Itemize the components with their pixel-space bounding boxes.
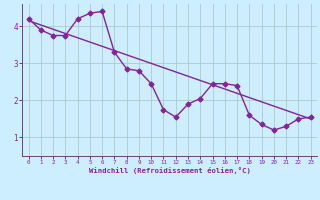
X-axis label: Windchill (Refroidissement éolien,°C): Windchill (Refroidissement éolien,°C) <box>89 167 251 174</box>
